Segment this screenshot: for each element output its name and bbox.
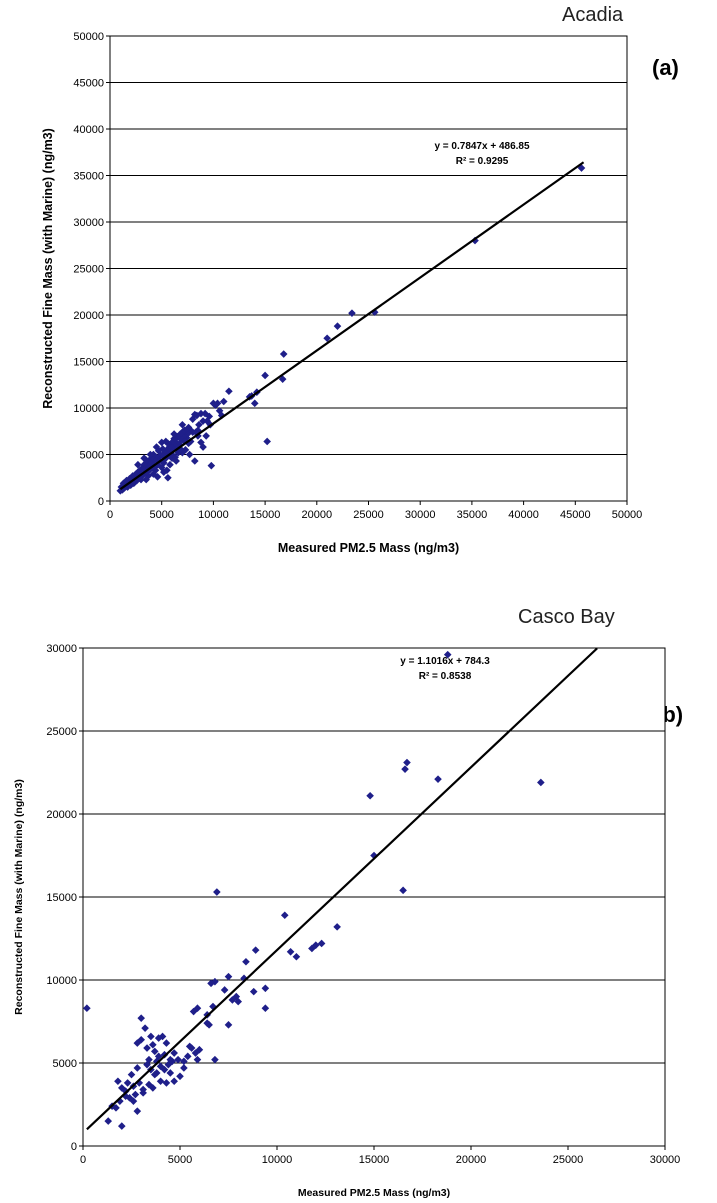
y-tick-label: 30000 bbox=[73, 217, 104, 229]
x-tick-label: 30000 bbox=[650, 1154, 681, 1166]
x-tick-label: 45000 bbox=[560, 509, 591, 521]
y-tick-label: 10000 bbox=[46, 975, 77, 987]
trendline-equation: y = 0.7847x + 486.85 bbox=[434, 141, 530, 152]
x-tick-label: 10000 bbox=[262, 1154, 293, 1166]
x-tick-label: 20000 bbox=[302, 509, 333, 521]
x-tick-label: 30000 bbox=[405, 509, 436, 521]
scatter-plot-b: 0 5000 10000 15000 20000 25000 30000 0 5000 10000… bbox=[0, 600, 717, 1203]
x-tick-label: 0 bbox=[80, 1154, 86, 1166]
y-tick-label: 25000 bbox=[73, 264, 104, 276]
y-tick-label: 20000 bbox=[73, 310, 104, 322]
y-tick-label: 15000 bbox=[46, 892, 77, 904]
y-tick-label: 5000 bbox=[80, 450, 104, 462]
y-axis-title: Reconstructed Fine Mass (with Marine) (n… bbox=[41, 128, 55, 409]
trendline-r-squared: R² = 0.8538 bbox=[419, 671, 472, 682]
x-tick-label: 25000 bbox=[553, 1154, 584, 1166]
y-tick-label: 20000 bbox=[46, 809, 77, 821]
trendline-equation: y = 1.1016x + 784.3 bbox=[400, 656, 490, 667]
chart-panel-a: Acadia (a) 0 5000 10000 15000 20000 25000 3000… bbox=[0, 0, 717, 570]
x-tick-label: 50000 bbox=[612, 509, 643, 521]
x-axis-title: Measured PM2.5 Mass (ng/m3) bbox=[278, 541, 459, 555]
scatter-plot-a: 0 5000 10000 15000 20000 25000 30000 35000 40000… bbox=[0, 0, 717, 570]
y-axis-title: Reconstructed Fine Mass (with Marine) (n… bbox=[13, 779, 25, 1015]
y-tick-label: 10000 bbox=[73, 403, 104, 415]
x-tick-label: 35000 bbox=[457, 509, 488, 521]
x-tick-label: 25000 bbox=[353, 509, 384, 521]
x-axis-title: Measured PM2.5 Mass (ng/m3) bbox=[298, 1187, 450, 1199]
x-tick-label: 5000 bbox=[149, 509, 173, 521]
y-tick-label: 5000 bbox=[53, 1058, 77, 1070]
y-tick-label: 15000 bbox=[73, 357, 104, 369]
x-tick-label: 15000 bbox=[359, 1154, 390, 1166]
y-tick-label: 0 bbox=[71, 1141, 77, 1153]
trendline-r-squared: R² = 0.9295 bbox=[456, 156, 509, 167]
y-tick-label: 35000 bbox=[73, 171, 104, 183]
y-tick-label: 45000 bbox=[73, 78, 104, 90]
x-tick-label: 20000 bbox=[456, 1154, 487, 1166]
y-tick-label: 0 bbox=[98, 496, 104, 508]
y-tick-label: 50000 bbox=[73, 31, 104, 43]
x-tick-label: 0 bbox=[107, 509, 113, 521]
x-tick-label: 40000 bbox=[508, 509, 539, 521]
y-tick-label: 30000 bbox=[46, 643, 77, 655]
y-tick-label: 25000 bbox=[46, 726, 77, 738]
x-tick-label: 5000 bbox=[168, 1154, 192, 1166]
y-tick-label: 40000 bbox=[73, 124, 104, 136]
x-tick-label: 10000 bbox=[198, 509, 229, 521]
x-tick-label: 15000 bbox=[250, 509, 281, 521]
chart-panel-b: Casco Bay (b) 0 5000 10000 15000 20000 25000 3… bbox=[0, 600, 717, 1203]
